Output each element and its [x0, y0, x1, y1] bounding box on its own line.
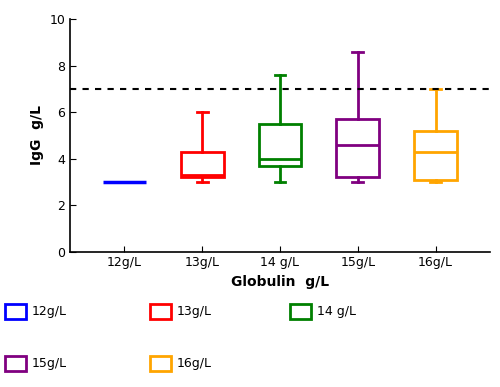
Bar: [336, 119, 379, 177]
Text: 13g/L: 13g/L: [177, 305, 212, 318]
Y-axis label: IgG  g/L: IgG g/L: [30, 105, 44, 166]
Bar: [414, 131, 457, 180]
Text: 15g/L: 15g/L: [32, 357, 67, 370]
X-axis label: Globulin  g/L: Globulin g/L: [231, 275, 329, 289]
Text: 16g/L: 16g/L: [177, 357, 212, 370]
Text: 14 g/L: 14 g/L: [317, 305, 356, 318]
Text: 12g/L: 12g/L: [32, 305, 67, 318]
Bar: [181, 152, 224, 177]
Bar: [258, 124, 302, 166]
